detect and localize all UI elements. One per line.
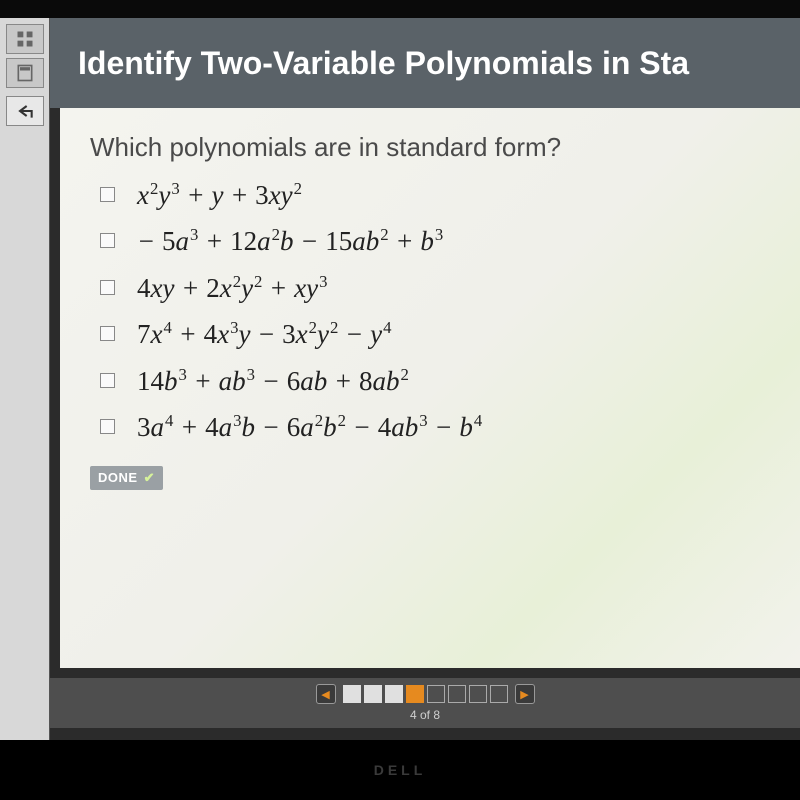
page-indicator[interactable] xyxy=(469,685,487,703)
grid-icon xyxy=(15,29,35,49)
option-row: 3a4 + 4a3b − 6a2b2 − 4ab3 − b4 xyxy=(100,409,770,445)
back-arrow-icon xyxy=(15,101,35,121)
check-icon: ✔ xyxy=(144,470,155,486)
page-indicator[interactable] xyxy=(406,685,424,703)
prev-button[interactable]: ◀ xyxy=(316,684,336,704)
option-expression: 3a4 + 4a3b − 6a2b2 − 4ab3 − b4 xyxy=(137,409,482,445)
option-checkbox[interactable] xyxy=(100,187,115,202)
page-indicator[interactable] xyxy=(343,685,361,703)
option-row: x2y3 + y + 3xy2 xyxy=(100,177,770,213)
option-checkbox[interactable] xyxy=(100,326,115,341)
option-row: − 5a3 + 12a2b − 15ab2 + b3 xyxy=(100,223,770,259)
option-row: 7x4 + 4x3y − 3x2y2 − y4 xyxy=(100,316,770,352)
option-expression: 14b3 + ab3 − 6ab + 8ab2 xyxy=(137,363,409,399)
page-indicator-group xyxy=(343,685,508,703)
monitor-bezel: DELL xyxy=(0,740,800,800)
option-expression: − 5a3 + 12a2b − 15ab2 + b3 xyxy=(137,223,443,259)
monitor-frame: Identify Two-Variable Polynomials in Sta… xyxy=(0,0,800,800)
screen: Identify Two-Variable Polynomials in Sta… xyxy=(0,18,800,740)
next-button[interactable]: ▶ xyxy=(515,684,535,704)
pager-bar: ◀ ▶ 4 of 8 xyxy=(50,678,800,728)
header-bar: Identify Two-Variable Polynomials in Sta xyxy=(50,18,800,108)
pager-boxes: ◀ ▶ xyxy=(312,684,539,704)
tool-button-back[interactable] xyxy=(6,96,44,126)
page-indicator[interactable] xyxy=(385,685,403,703)
done-button[interactable]: DONE ✔ xyxy=(90,466,163,490)
option-expression: 7x4 + 4x3y − 3x2y2 − y4 xyxy=(137,316,391,352)
content-panel: Which polynomials are in standard form? … xyxy=(60,108,800,668)
option-checkbox[interactable] xyxy=(100,419,115,434)
option-row: 4xy + 2x2y2 + xy3 xyxy=(100,270,770,306)
option-checkbox[interactable] xyxy=(100,373,115,388)
pager-label: 4 of 8 xyxy=(410,708,440,722)
option-checkbox[interactable] xyxy=(100,233,115,248)
option-row: 14b3 + ab3 − 6ab + 8ab2 xyxy=(100,363,770,399)
brand-logo: DELL xyxy=(374,762,427,778)
page-indicator[interactable] xyxy=(427,685,445,703)
page-indicator[interactable] xyxy=(448,685,466,703)
page-indicator[interactable] xyxy=(364,685,382,703)
option-checkbox[interactable] xyxy=(100,280,115,295)
done-label: DONE xyxy=(98,470,138,485)
option-expression: x2y3 + y + 3xy2 xyxy=(137,177,302,213)
question-text: Which polynomials are in standard form? xyxy=(90,132,770,163)
left-toolbar xyxy=(0,18,50,740)
next-icon: ▶ xyxy=(520,688,528,701)
page-indicator[interactable] xyxy=(490,685,508,703)
tool-button-1[interactable] xyxy=(6,24,44,54)
page-title: Identify Two-Variable Polynomials in Sta xyxy=(78,45,689,82)
calculator-icon xyxy=(15,63,35,83)
tool-button-2[interactable] xyxy=(6,58,44,88)
prev-icon: ◀ xyxy=(321,688,329,701)
options-list: x2y3 + y + 3xy2 − 5a3 + 12a2b − 15ab2 + b… xyxy=(90,177,770,446)
option-expression: 4xy + 2x2y2 + xy3 xyxy=(137,270,328,306)
